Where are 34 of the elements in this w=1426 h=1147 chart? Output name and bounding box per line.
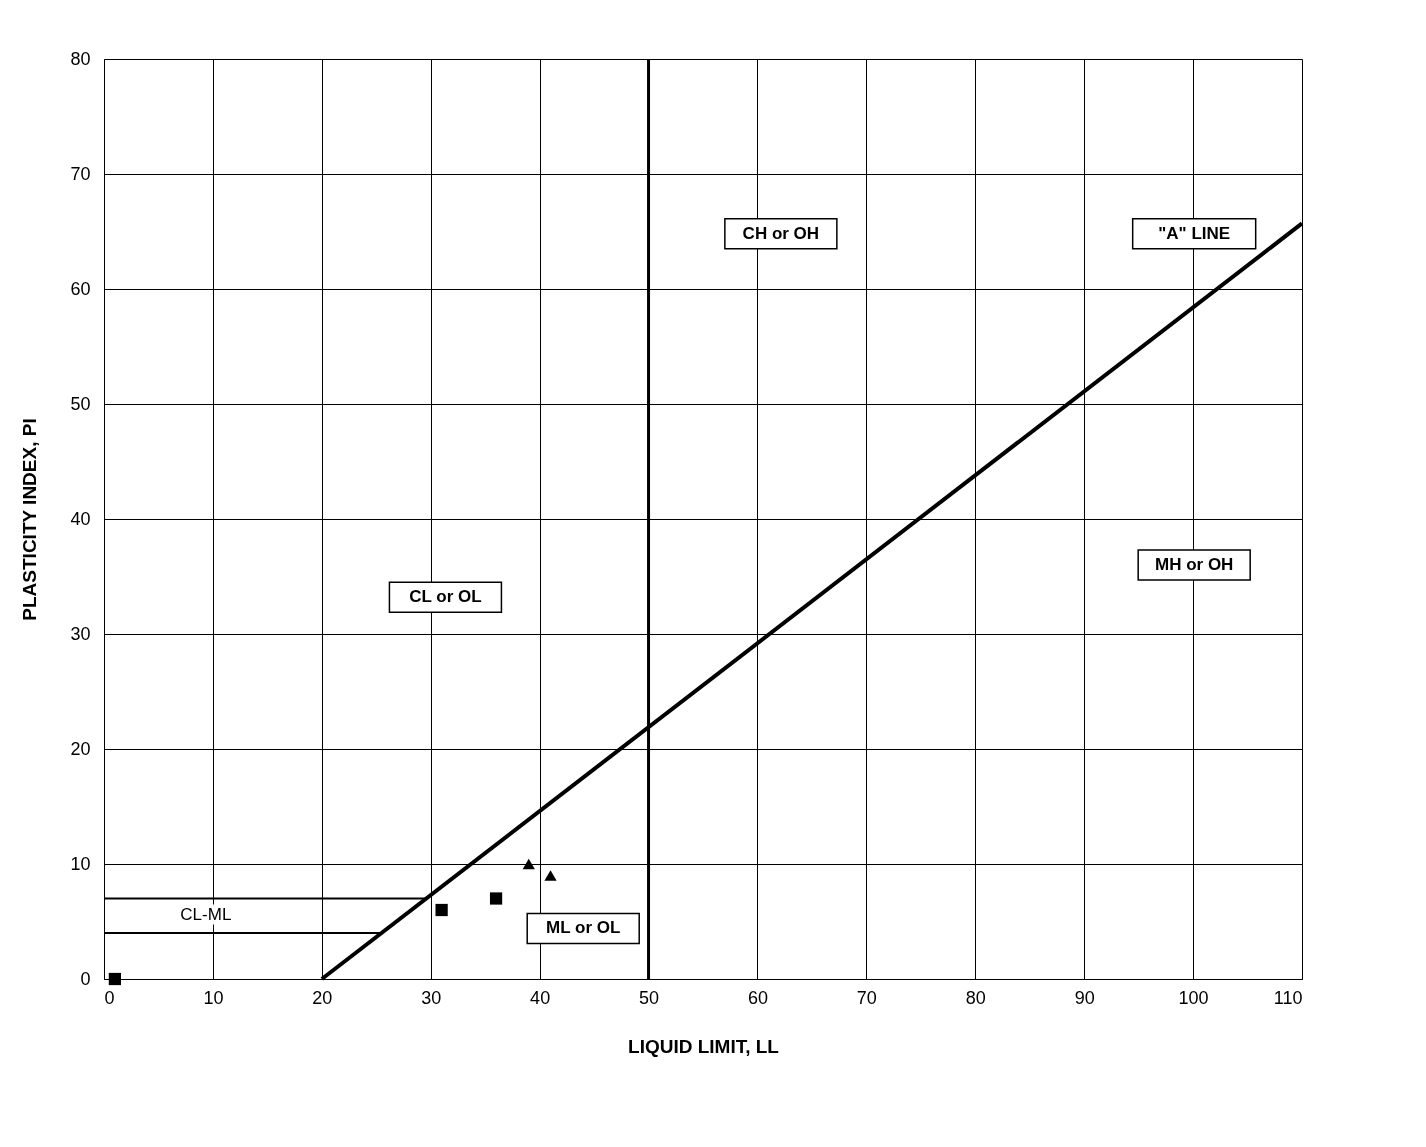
annotation: CL or OL: [409, 587, 482, 607]
x-tick-label: 100: [1178, 987, 1209, 1008]
y-tick-label: 70: [70, 163, 91, 184]
x-tick-label: 40: [530, 987, 551, 1008]
x-tick-label: 110: [1273, 987, 1303, 1008]
annotation: CL-ML: [180, 904, 232, 924]
y-tick-label: 10: [70, 853, 91, 874]
annotation: ML or OL: [546, 918, 621, 938]
x-tick-label: 70: [856, 987, 877, 1008]
point: [108, 972, 122, 986]
y-tick-label: 30: [70, 623, 91, 644]
annotation: CH or OH: [742, 223, 820, 243]
y-tick-label: 0: [80, 968, 91, 989]
y-tick-label: 80: [70, 48, 91, 69]
y-tick-label: 40: [70, 508, 91, 529]
point: [522, 858, 535, 870]
x-axis-title: LIQUID LIMIT, LL: [628, 1035, 780, 1057]
y-axis-title: PLASTICITY INDEX, PI: [19, 418, 41, 621]
x-tick-label: 0: [104, 987, 115, 1008]
x-tick-label: 90: [1074, 987, 1095, 1008]
point: [435, 903, 448, 917]
x-tick-label: 10: [203, 987, 224, 1008]
x-tick-label: 50: [639, 987, 660, 1008]
x-tick-label: 30: [421, 987, 442, 1008]
y-tick-label: 60: [70, 278, 91, 299]
y-tick-label: 20: [70, 738, 91, 759]
annotation: "A" LINE: [1158, 223, 1231, 243]
x-tick-label: 80: [965, 987, 986, 1008]
point: [489, 892, 503, 905]
x-tick-label: 20: [312, 987, 333, 1008]
x-tick-label: 60: [747, 987, 768, 1008]
y-tick-label: 50: [70, 393, 91, 414]
point: [544, 870, 557, 881]
annotation: MH or OH: [1154, 555, 1234, 574]
